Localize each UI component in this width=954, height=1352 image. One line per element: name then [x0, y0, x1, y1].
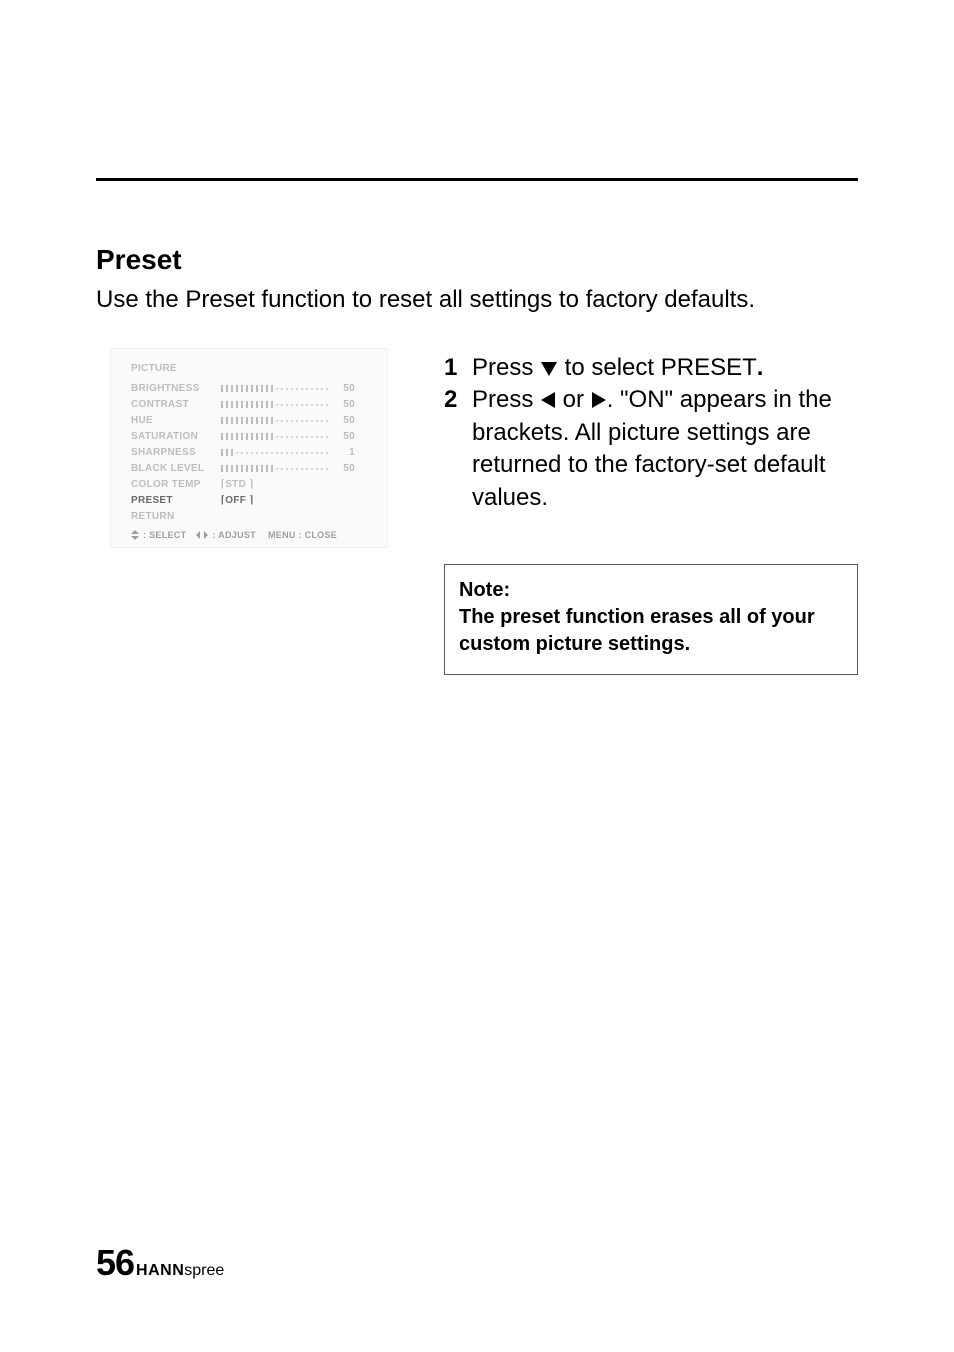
osd-row-value: 50	[331, 463, 355, 474]
osd-row-label: SHARPNESS	[131, 447, 221, 458]
osd-row-label: CONTRAST	[131, 399, 221, 410]
osd-row: HUE 50	[131, 412, 371, 428]
triangle-left-icon	[540, 391, 556, 409]
brand-part2: spree	[184, 1262, 224, 1279]
slider-bar	[221, 417, 331, 424]
osd-row-label: BRIGHTNESS	[131, 383, 221, 394]
slider-bar	[221, 465, 331, 472]
brand-logo: HANNspree	[136, 1262, 224, 1280]
intro-text: Use the Preset function to reset all set…	[96, 286, 755, 314]
slider-bar	[221, 385, 331, 392]
updown-icon	[131, 530, 139, 540]
osd-row: SHARPNESS 1	[131, 444, 371, 460]
step-1: 1 Press to select PRESET.	[444, 352, 858, 384]
osd-row-label: SATURATION	[131, 431, 221, 442]
osd-row-label: RETURN	[131, 511, 221, 522]
osd-row-value: 50	[331, 399, 355, 410]
osd-row-label: COLOR TEMP	[131, 479, 221, 490]
note-body: The preset function erases all of your c…	[459, 604, 843, 658]
step-text: Press	[472, 386, 540, 413]
osd-title: PICTURE	[131, 363, 371, 374]
triangle-down-icon	[540, 361, 558, 377]
osd-row-label: HUE	[131, 415, 221, 426]
osd-footer-adjust: : ADJUST	[212, 530, 256, 540]
osd-footer-close: MENU : CLOSE	[268, 530, 337, 540]
osd-row: RETURN	[131, 508, 371, 524]
osd-row: SATURATION 50	[131, 428, 371, 444]
osd-row: BLACK LEVEL 50	[131, 460, 371, 476]
triangle-right-icon	[591, 391, 607, 409]
slider-bar	[221, 401, 331, 408]
osd-row-value: 50	[331, 431, 355, 442]
steps: 1 Press to select PRESET. 2 Press or . "…	[444, 352, 858, 514]
step-text: .	[757, 354, 764, 381]
page-number: 56	[96, 1242, 134, 1284]
brand-part1: HANN	[136, 1262, 184, 1279]
page-footer: 56 HANNspree	[96, 1242, 224, 1284]
osd-row-label: BLACK LEVEL	[131, 463, 221, 474]
leftright-icon	[196, 531, 208, 539]
osd-footer-select: : SELECT	[143, 530, 186, 540]
step-text: to select PRESET	[558, 354, 757, 381]
osd-row: CONTRAST 50	[131, 396, 371, 412]
osd-row-value: 1	[331, 447, 355, 458]
osd-footer: : SELECT : ADJUST MENU : CLOSE	[131, 530, 371, 540]
section-heading: Preset	[96, 244, 182, 276]
top-rule	[96, 178, 858, 181]
step-text: or	[556, 386, 591, 413]
slider-bar	[221, 449, 331, 456]
note-box: Note: The preset function erases all of …	[444, 564, 858, 675]
step-number: 1	[444, 352, 472, 384]
osd-row-value: 50	[331, 415, 355, 426]
step-number: 2	[444, 384, 472, 514]
osd-row-bracket: ⌈STD ⌉	[221, 479, 253, 490]
osd-row-value: 50	[331, 383, 355, 394]
step-text: Press	[472, 354, 540, 381]
step-2: 2 Press or . "ON" appears in the bracket…	[444, 384, 858, 514]
note-title: Note:	[459, 577, 843, 604]
osd-row-bracket: ⌈OFF ⌉	[221, 495, 253, 506]
osd-row: COLOR TEMP⌈STD ⌉	[131, 476, 371, 492]
osd-row: PRESET⌈OFF ⌉	[131, 492, 371, 508]
osd-row: BRIGHTNESS 50	[131, 380, 371, 396]
slider-bar	[221, 433, 331, 440]
osd-row-label: PRESET	[131, 495, 221, 506]
osd-picture-menu: PICTURE BRIGHTNESS50CONTRAST50HUE50SATUR…	[110, 348, 388, 548]
